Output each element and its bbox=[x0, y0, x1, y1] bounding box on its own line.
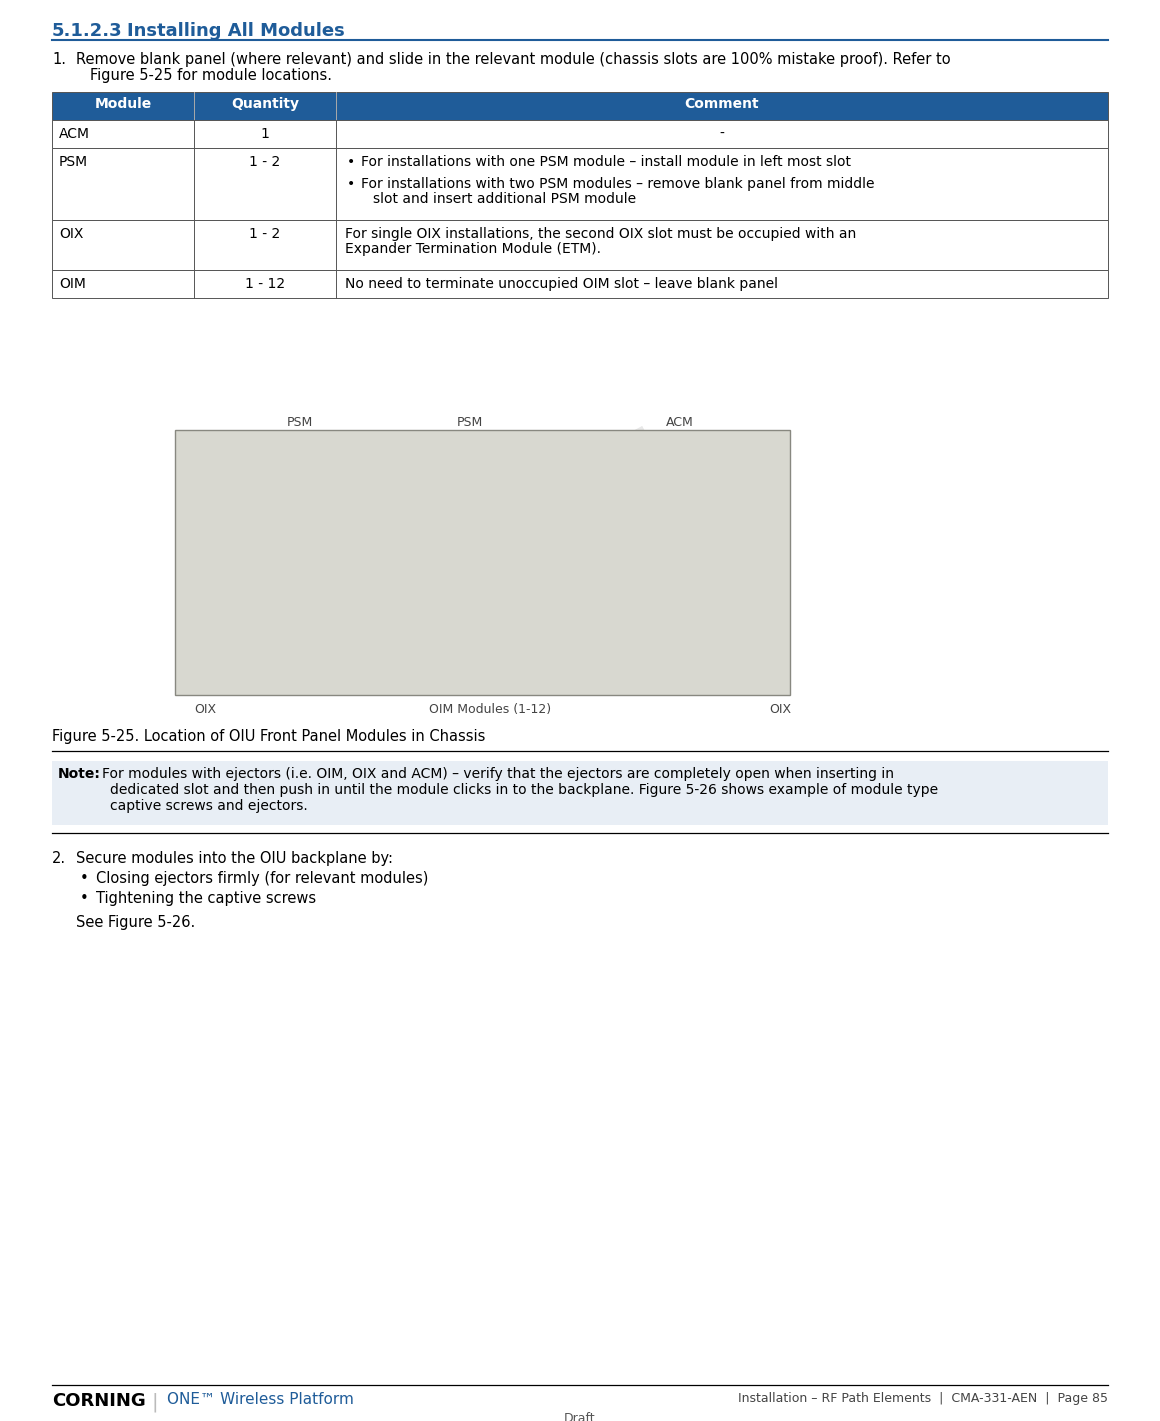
Text: Draft: Draft bbox=[564, 1412, 596, 1421]
Text: Expander Termination Module (ETM).: Expander Termination Module (ETM). bbox=[345, 242, 601, 256]
Text: ACM: ACM bbox=[666, 416, 694, 429]
Text: Quantity: Quantity bbox=[231, 97, 299, 111]
Text: -: - bbox=[719, 126, 725, 141]
Text: Remove blank panel (where relevant) and slide in the relevant module (chassis sl: Remove blank panel (where relevant) and … bbox=[77, 53, 951, 67]
Text: •: • bbox=[347, 178, 355, 190]
Text: Secure modules into the OIU backplane by:: Secure modules into the OIU backplane by… bbox=[77, 851, 393, 865]
Text: Installation – RF Path Elements  |  CMA-331-AEN  |  Page 85: Installation – RF Path Elements | CMA-33… bbox=[738, 1393, 1108, 1405]
Text: slot and insert additional PSM module: slot and insert additional PSM module bbox=[374, 192, 636, 206]
Text: OIX: OIX bbox=[769, 703, 791, 716]
Bar bbox=[52, 148, 1108, 220]
Text: For modules with ejectors (i.e. OIM, OIX and ACM) – verify that the ejectors are: For modules with ejectors (i.e. OIM, OIX… bbox=[102, 767, 894, 782]
Text: Note:: Note: bbox=[58, 767, 101, 782]
Text: Closing ejectors firmly (for relevant modules): Closing ejectors firmly (for relevant mo… bbox=[96, 871, 428, 887]
Text: ONE™ Wireless Platform: ONE™ Wireless Platform bbox=[167, 1393, 354, 1407]
Text: 1 - 12: 1 - 12 bbox=[245, 277, 285, 291]
Text: 2.: 2. bbox=[52, 851, 66, 865]
Text: No need to terminate unoccupied OIM slot – leave blank panel: No need to terminate unoccupied OIM slot… bbox=[345, 277, 778, 291]
Text: PSM: PSM bbox=[59, 155, 88, 169]
Text: For installations with two PSM modules – remove blank panel from middle: For installations with two PSM modules –… bbox=[361, 178, 875, 190]
Text: Figure 5-25. Location of OIU Front Panel Modules in Chassis: Figure 5-25. Location of OIU Front Panel… bbox=[52, 729, 485, 745]
Text: See Figure 5-26.: See Figure 5-26. bbox=[77, 915, 195, 929]
Text: |: | bbox=[152, 1393, 159, 1411]
Bar bbox=[52, 119, 1108, 148]
Text: PSM: PSM bbox=[457, 416, 483, 429]
Text: captive screws and ejectors.: captive screws and ejectors. bbox=[110, 799, 307, 813]
Text: 5.1.2.3: 5.1.2.3 bbox=[52, 21, 123, 40]
Text: Module: Module bbox=[94, 97, 152, 111]
Text: For single OIX installations, the second OIX slot must be occupied with an: For single OIX installations, the second… bbox=[345, 227, 856, 242]
Text: 1 - 2: 1 - 2 bbox=[249, 155, 281, 169]
Text: 1: 1 bbox=[261, 126, 269, 141]
Text: •: • bbox=[347, 155, 355, 169]
Text: 1 - 2: 1 - 2 bbox=[249, 227, 281, 242]
Text: DRAFT: DRAFT bbox=[274, 418, 691, 708]
Bar bbox=[52, 270, 1108, 298]
Text: Figure 5-25 for module locations.: Figure 5-25 for module locations. bbox=[90, 68, 332, 82]
Text: PSM: PSM bbox=[287, 416, 313, 429]
Text: dedicated slot and then push in until the module clicks in to the backplane. Fig: dedicated slot and then push in until th… bbox=[110, 783, 938, 797]
Bar bbox=[52, 762, 1108, 826]
Text: Installing All Modules: Installing All Modules bbox=[126, 21, 345, 40]
Text: Tightening the captive screws: Tightening the captive screws bbox=[96, 891, 317, 907]
Text: For installations with one PSM module – install module in left most slot: For installations with one PSM module – … bbox=[361, 155, 851, 169]
Text: •: • bbox=[80, 891, 89, 907]
Bar bbox=[52, 92, 1108, 119]
Text: OIX: OIX bbox=[59, 227, 84, 242]
Text: OIX: OIX bbox=[194, 703, 216, 716]
Bar bbox=[175, 431, 790, 695]
Bar bbox=[52, 220, 1108, 270]
Text: OIM: OIM bbox=[59, 277, 86, 291]
Text: CORNING: CORNING bbox=[52, 1393, 146, 1410]
Text: Comment: Comment bbox=[684, 97, 760, 111]
Text: OIM Modules (1-12): OIM Modules (1-12) bbox=[429, 703, 551, 716]
Text: ACM: ACM bbox=[59, 126, 90, 141]
Text: •: • bbox=[80, 871, 89, 887]
Text: 1.: 1. bbox=[52, 53, 66, 67]
